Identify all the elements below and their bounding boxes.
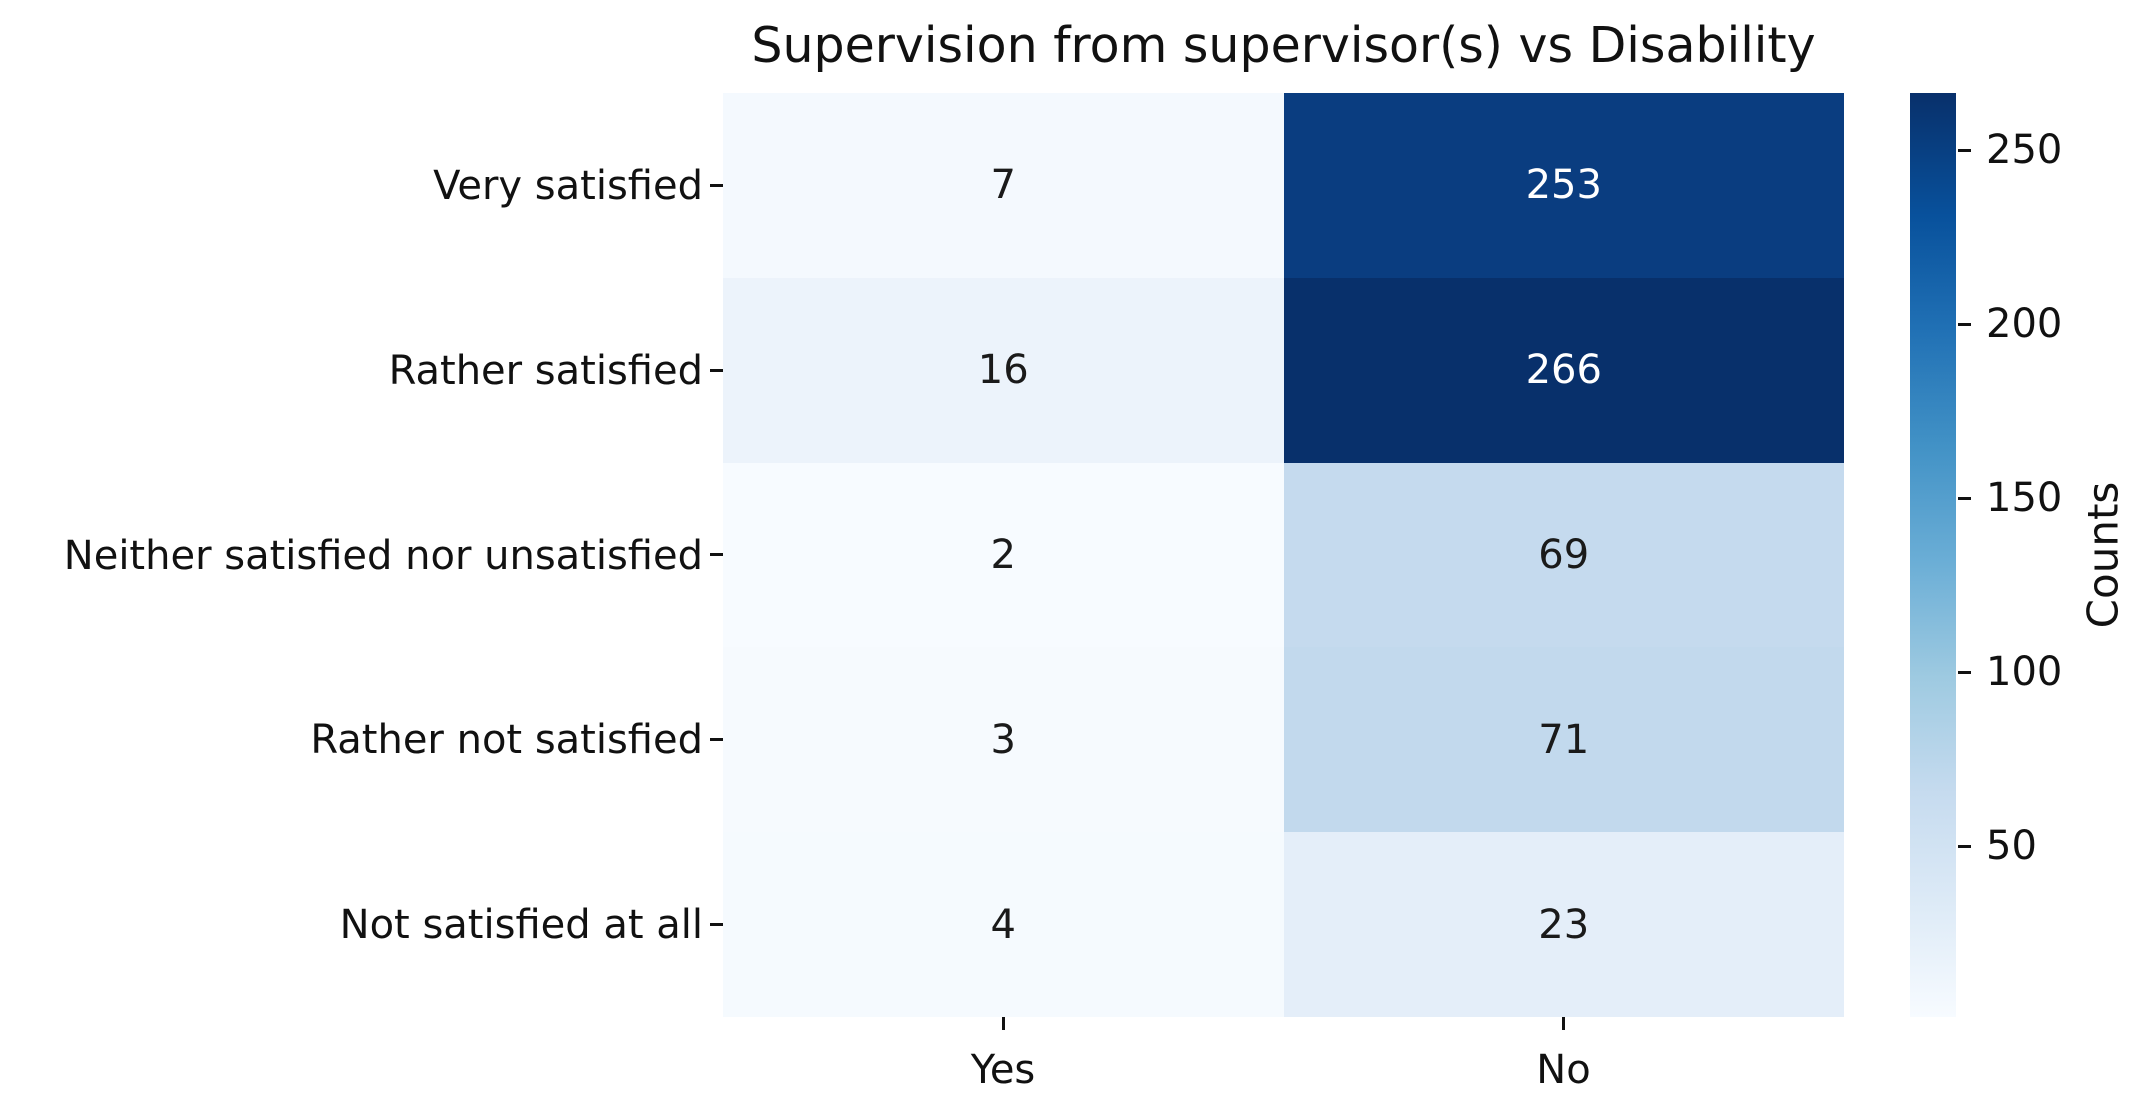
colorbar-tick-label: 150: [1986, 475, 2063, 521]
heatmap-cell: 69: [1283, 462, 1844, 648]
colorbar-tick-mark: [1958, 323, 1971, 326]
y-axis-label-rather-not-satisfied: Rather not satisfied: [310, 716, 703, 763]
cell-value: 71: [1538, 716, 1590, 763]
heatmap-cell: 23: [1283, 832, 1844, 1017]
y-tick-mark: [710, 369, 723, 372]
x-tick-mark: [1002, 1017, 1005, 1030]
heatmap-cell: 7: [723, 93, 1284, 278]
heatmap-cell: 4: [723, 832, 1284, 1017]
heatmap-cell: 3: [723, 647, 1284, 833]
x-tick-mark: [1562, 1017, 1565, 1030]
colorbar-tick-label: 50: [1986, 823, 2037, 869]
cell-value: 253: [1525, 162, 1602, 209]
heatmap-cell: 266: [1283, 277, 1844, 463]
colorbar-tick-mark: [1958, 671, 1971, 674]
heatmap-cell: 253: [1283, 93, 1844, 278]
heatmap-cell: 71: [1283, 647, 1844, 833]
cell-value: 16: [977, 347, 1029, 394]
cell-value: 7: [990, 162, 1016, 209]
y-axis-label-very-satisfied: Very satisfied: [433, 162, 703, 209]
colorbar-tick-mark: [1958, 149, 1971, 152]
chart-title: Supervision from supervisor(s) vs Disabi…: [751, 17, 1816, 74]
heatmap-cell: 2: [723, 462, 1284, 648]
y-axis-label-rather-satisfied: Rather satisfied: [388, 347, 703, 394]
cell-value: 2: [990, 531, 1016, 578]
y-tick-mark: [710, 738, 723, 741]
cell-value: 23: [1538, 901, 1590, 948]
colorbar-axis-title: Counts: [2078, 481, 2128, 629]
y-tick-mark: [710, 553, 723, 556]
colorbar-tick-mark: [1958, 845, 1971, 848]
x-axis-label-no: No: [1536, 1047, 1591, 1093]
x-axis-label-yes: Yes: [970, 1047, 1036, 1093]
y-axis-label-neither: Neither satisfied nor unsatisfied: [63, 532, 703, 579]
colorbar-tick-label: 100: [1986, 649, 2063, 695]
cell-value: 4: [990, 901, 1016, 948]
cell-value: 69: [1538, 531, 1590, 578]
y-tick-mark: [710, 923, 723, 926]
colorbar-tick-label: 200: [1986, 301, 2063, 347]
cell-value: 266: [1525, 347, 1602, 394]
heatmap-cell: 16: [723, 277, 1284, 463]
cell-value: 3: [990, 716, 1016, 763]
colorbar-tick-label: 250: [1986, 127, 2063, 173]
colorbar: [1910, 93, 1956, 1017]
y-tick-mark: [710, 184, 723, 187]
colorbar-tick-mark: [1958, 497, 1971, 500]
heatmap-grid: 7 253 16 266 2 69 3 71 4 23: [723, 93, 1844, 1017]
y-axis-label-not-satisfied: Not satisfied at all: [339, 901, 703, 948]
